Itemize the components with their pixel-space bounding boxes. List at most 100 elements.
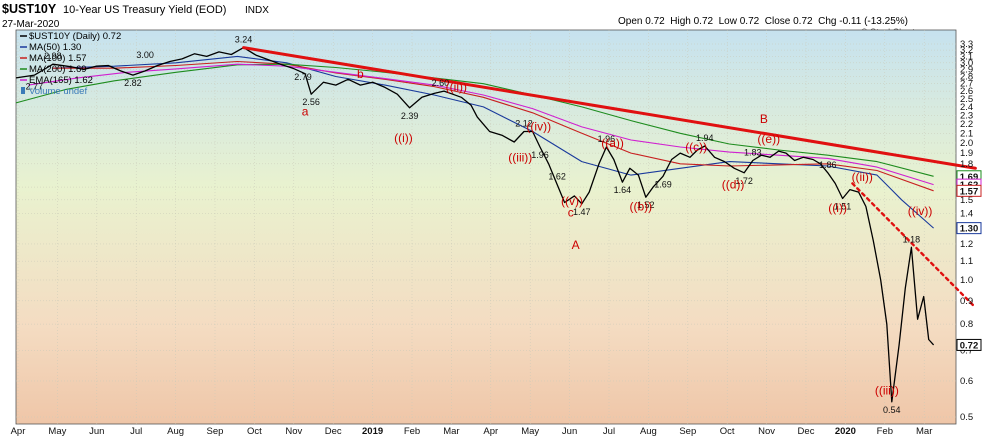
y-tick-label: 2.1 <box>960 128 973 139</box>
price-point-label: 1.72 <box>735 176 753 186</box>
x-tick-label: Jul <box>603 426 615 437</box>
ma-line-ma100 <box>52 60 934 192</box>
price-point-label: 1.96 <box>598 134 616 144</box>
y-tick-label: 1.4 <box>960 208 973 219</box>
wave-label: ((v)) <box>561 194 583 208</box>
price-point-label: 2.79 <box>294 72 312 82</box>
y-tick-label: 3.3 <box>960 39 973 50</box>
y-tick-label: 2.3 <box>960 110 973 121</box>
price-layer <box>15 46 935 403</box>
y-tick-label: 2.5 <box>960 94 973 105</box>
right-axis-value-tag: 1.57 <box>956 184 982 197</box>
wave-label: ((i)) <box>828 201 847 215</box>
price-point-label: 1.69 <box>654 179 672 189</box>
price-point-label: 3.00 <box>136 50 154 60</box>
trend-layer <box>242 46 977 309</box>
wave-label: c <box>568 205 574 219</box>
value-tag-text: 1.57 <box>960 186 979 197</box>
y-tick-label: 1.9 <box>960 148 973 159</box>
legend-label-ma100: MA(100) 1.57 <box>29 53 87 64</box>
price-point-label: 2.98 <box>44 51 62 61</box>
price-point-label: 1.94 <box>696 133 714 143</box>
wave-label: ((ii)) <box>446 80 467 94</box>
chart-exchange: INDX <box>245 5 269 16</box>
price-point-label: 2.60 <box>432 78 450 88</box>
price-point-label: 1.52 <box>637 200 655 210</box>
x-tick-label: Dec <box>798 426 815 437</box>
legend-label-ema165: EMA(165) 1.62 <box>29 75 93 86</box>
chart-date: 27-Mar-2020 <box>2 19 60 30</box>
x-tick-label: Jul <box>130 426 142 437</box>
x-tick-label: Feb <box>877 426 893 437</box>
price-point-label: 2.82 <box>124 78 142 88</box>
value-tag-text: 1.30 <box>960 224 979 235</box>
price-point-label: 2.39 <box>401 111 419 121</box>
x-tick-label: Apr <box>11 426 26 437</box>
wave-label: A <box>572 238 580 252</box>
wave-label: ((b)) <box>630 200 653 214</box>
right-axis-value-tag: 0.72 <box>956 338 982 351</box>
axis-layer: 3.33.23.13.02.92.82.72.62.52.42.32.22.12… <box>11 39 982 437</box>
legend-item-ma200: MA(200) 1.69 <box>20 64 87 75</box>
label-layer: 2.98 3.00 3.24 2.77 2.82 2.79 2.56 2.39 2.60 2.12… <box>26 35 933 415</box>
y-tick-label: 2.6 <box>960 86 973 97</box>
value-tag-text: 1.69 <box>960 172 979 183</box>
y-tick-label: 0.8 <box>960 319 973 330</box>
y-tick-label: 3.0 <box>960 58 973 69</box>
price-point-label: 0.54 <box>883 405 901 415</box>
value-tag-box <box>956 184 982 197</box>
x-tick-label: Nov <box>285 426 302 437</box>
wave-label: ((iv)) <box>526 120 551 134</box>
wave-label: b <box>357 67 364 81</box>
chart-subtitle: 10-Year US Treasury Yield (EOD) <box>63 4 226 16</box>
x-tick-label: 2020 <box>835 426 856 437</box>
legend-label-price: $UST10Y (Daily) 0.72 <box>29 31 121 42</box>
price-line <box>15 46 935 403</box>
price-point-label: 1.96 <box>531 150 549 160</box>
price-point-label: 2.77 <box>26 82 44 92</box>
wave-label: ((iv)) <box>908 204 933 218</box>
x-tick-label: Feb <box>404 426 420 437</box>
price-point-label: 1.64 <box>614 185 632 195</box>
wave-label: ((ii)) <box>852 170 873 184</box>
y-tick-label: 2.2 <box>960 119 973 130</box>
legend: $UST10Y (Daily) 0.72 MA(50) 1.30 MA(100)… <box>20 31 121 97</box>
value-tag-text: 0.72 <box>960 340 979 351</box>
chart-ohlc: Open 0.72 High 0.72 Low 0.72 Close 0.72 … <box>618 16 908 27</box>
y-tick-label: 0.5 <box>960 412 973 423</box>
x-tick-label: Sep <box>207 426 224 437</box>
value-tag-box <box>956 222 982 235</box>
y-tick-label: 3.2 <box>960 45 973 56</box>
wave-label: ((iii)) <box>875 384 899 398</box>
x-tick-label: Aug <box>640 426 657 437</box>
y-tick-label: 2.9 <box>960 65 973 76</box>
x-tick-label: May <box>48 426 66 437</box>
x-tick-label: Dec <box>325 426 342 437</box>
chart-symbol: $UST10Y <box>2 2 57 16</box>
price-point-label: 1.62 <box>548 172 566 182</box>
y-tick-label: 0.7 <box>960 345 973 356</box>
price-point-label: 1.83 <box>744 148 762 158</box>
wave-label: ((c)) <box>685 140 707 154</box>
price-point-label: 1.18 <box>903 234 921 244</box>
legend-item-volume: Volume undef <box>21 86 87 97</box>
ma-line-ema165 <box>28 63 934 186</box>
x-tick-label: Oct <box>247 426 262 437</box>
wave-label: B <box>760 112 768 126</box>
y-tick-label: 2.7 <box>960 79 973 90</box>
price-point-label: 1.51 <box>834 202 852 212</box>
y-tick-label: 2.4 <box>960 102 973 113</box>
wave-label: a <box>302 104 309 118</box>
legend-label-ma50: MA(50) 1.30 <box>29 42 81 53</box>
x-tick-label: Sep <box>679 426 696 437</box>
x-tick-label: Oct <box>720 426 735 437</box>
price-point-label: 1.47 <box>573 207 591 217</box>
x-tick-label: Mar <box>916 426 932 437</box>
y-tick-label: 2.8 <box>960 71 973 82</box>
legend-item-ema165: EMA(165) 1.62 <box>20 75 93 86</box>
x-tick-label: Nov <box>758 426 775 437</box>
x-tick-label: Aug <box>167 426 184 437</box>
price-point-label: 1.86 <box>819 160 837 170</box>
